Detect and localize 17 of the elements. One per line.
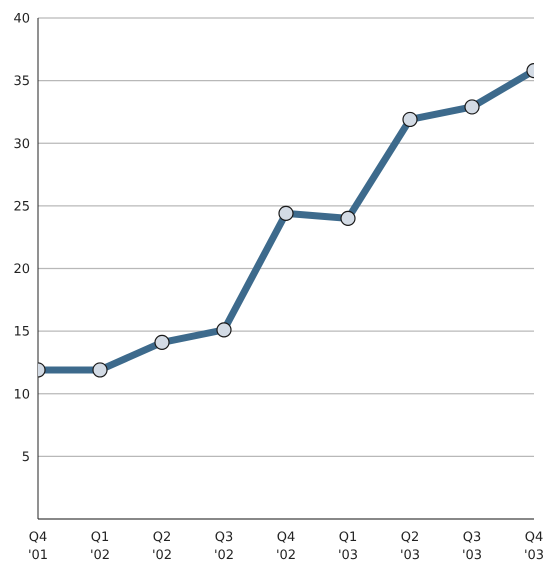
x-tick-label: Q4 '03 [524,530,544,563]
x-tick-label: Q2 '02 [152,530,172,563]
x-tick-label: Q1 '02 [90,530,110,563]
x-tick-label: Q3 '03 [462,530,482,563]
y-tick-label: 20 [13,262,30,278]
y-tick-label: 15 [13,324,30,340]
x-tick-label: Q4 '02 [276,530,296,563]
x-tick-label: Q4 '01 [28,530,48,563]
y-tick-label: 5 [22,450,30,465]
x-tick-label: Q3 '02 [214,530,234,563]
y-tick-label: 35 [13,74,30,90]
y-tick-label: 25 [13,199,30,214]
x-tick-label: Q1 '03 [338,530,358,563]
y-tick-label: 40 [13,12,30,27]
x-tick-label: Q2 '03 [400,530,420,563]
y-tick-label: 30 [13,136,30,152]
y-tick-label: 10 [13,387,30,402]
